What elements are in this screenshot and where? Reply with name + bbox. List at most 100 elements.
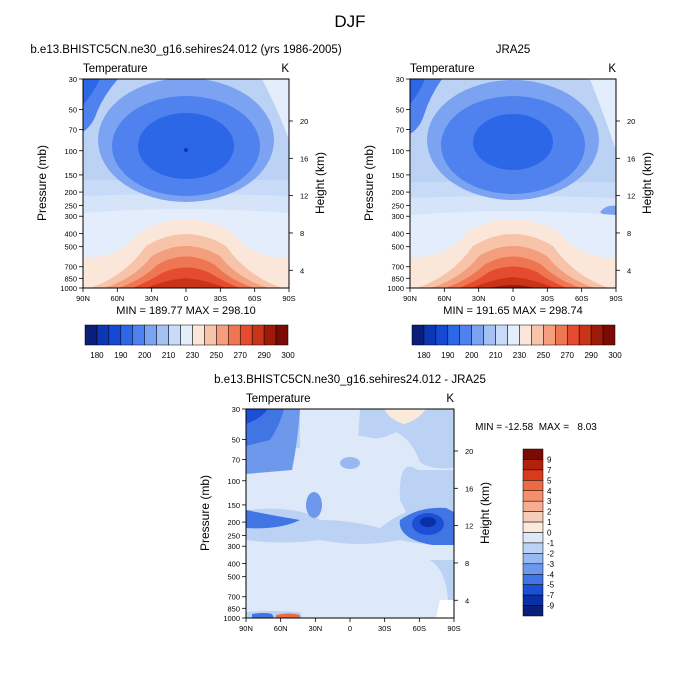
colorbar-box [555, 324, 568, 346]
x-axis: 90N 60N 30N 0 30S 60S 90S [76, 288, 296, 303]
y-tick-label: 850 [391, 274, 404, 283]
colorbar-label: 200 [138, 351, 152, 360]
y-right-tick-label: 12 [465, 522, 473, 531]
colorbar-box [590, 324, 604, 346]
y-tick-label: 100 [227, 477, 240, 486]
contour-band [138, 113, 234, 179]
x-axis: 90N 60N 30N 0 30S 60S 90S [403, 288, 623, 303]
colorbar-box [566, 324, 580, 346]
colorbar-label: 270 [561, 351, 575, 360]
y-tick-label: 1000 [60, 284, 77, 293]
y-tick-label: 250 [391, 201, 404, 210]
colorbar-label: 250 [537, 351, 551, 360]
colorbar-label: 5 [547, 476, 552, 485]
colorbar-label: 180 [417, 351, 431, 360]
colorbar-box [120, 324, 134, 346]
y-right-tick-label: 20 [627, 117, 635, 126]
minmax-text: MIN = 191.65 MAX = 298.74 [443, 305, 582, 317]
colorbar-label: -7 [547, 591, 555, 600]
colorbar-box [84, 324, 98, 346]
minmax-text: MIN = -12.58 MAX = 8.03 [475, 422, 597, 433]
colorbar-label: 300 [281, 351, 295, 360]
y-right-tick-label: 8 [300, 229, 304, 238]
y-right-tick-label: 20 [465, 447, 473, 456]
colorbar-box [507, 324, 520, 346]
colorbar-box [263, 324, 277, 346]
y-tick-label: 1000 [387, 284, 404, 293]
panel-model: b.e13.BHISTC5CN.ne30_g16.sehires24.012 (… [30, 44, 341, 360]
x-tick-label: 30N [308, 624, 322, 633]
colorbar-box [144, 324, 157, 346]
colorbar-label: 210 [162, 351, 176, 360]
contour-field [83, 79, 289, 288]
colorbar-box [108, 324, 122, 346]
y-axis-right-label: Height (km) [640, 152, 654, 214]
y-tick-label: 300 [391, 212, 404, 221]
y-tick-label: 700 [227, 593, 240, 602]
colorbar-label: -3 [547, 560, 555, 569]
contour-band [262, 79, 289, 140]
panel-subtitle-left: Temperature [246, 393, 311, 405]
colorbar-label: 210 [489, 351, 503, 360]
colorbar-box [447, 324, 461, 346]
colorbar-box [522, 521, 544, 533]
x-tick-label: 0 [184, 294, 188, 303]
y-axis-right: 20 16 12 8 4 [289, 117, 308, 275]
colorbar-box [471, 324, 484, 346]
contour-band [246, 409, 268, 424]
y-tick-label: 700 [391, 263, 404, 272]
colorbar: 9 75 43 21 0-1-2 -3-4 -5-7 -9 [522, 448, 555, 617]
colorbar-box [132, 324, 145, 346]
panel-reanalysis: JRA25 Temperature K 30507010015020025030… [362, 44, 654, 360]
contour-band [246, 510, 300, 529]
x-tick-label: 60N [274, 624, 288, 633]
colorbar-box [435, 324, 449, 346]
colorbar-box [228, 324, 241, 346]
y-tick-label: 250 [227, 531, 240, 540]
y-tick-label: 200 [391, 188, 404, 197]
x-tick-label: 90S [447, 624, 460, 633]
y-tick-label: 150 [64, 171, 77, 180]
contour-band [420, 517, 436, 527]
y-tick-label: 50 [232, 435, 240, 444]
colorbar-box [522, 594, 544, 606]
y-tick-label: 500 [391, 243, 404, 252]
colorbar-box [156, 324, 169, 346]
contour-band [306, 492, 322, 518]
x-tick-label: 30N [145, 294, 159, 303]
y-tick-label: 500 [64, 243, 77, 252]
y-tick-label: 50 [396, 105, 404, 114]
colorbar-label: 270 [234, 351, 248, 360]
y-tick-label: 150 [391, 171, 404, 180]
colorbar-box [275, 324, 289, 346]
colorbar-box [522, 500, 544, 512]
y-tick-label: 150 [227, 501, 240, 510]
contour-band [436, 600, 454, 618]
colorbar-label: 200 [465, 351, 479, 360]
colorbar-label: 290 [257, 351, 271, 360]
y-tick-label: 400 [391, 229, 404, 238]
y-tick-label: 850 [227, 604, 240, 613]
y-right-tick-label: 12 [627, 192, 635, 201]
y-tick-label: 70 [232, 456, 240, 465]
colorbar-label: -9 [547, 602, 555, 611]
colorbar-box [168, 324, 181, 346]
y-axis-right-label: Height (km) [478, 482, 492, 544]
contour-band [473, 114, 553, 170]
contour-band [300, 409, 360, 452]
colorbar-label: 7 [547, 466, 552, 475]
colorbar-box [522, 448, 544, 460]
y-tick-label: 500 [227, 573, 240, 582]
y-tick-label: 30 [232, 405, 240, 414]
y-axis-label: Pressure (mb) [35, 145, 49, 221]
contour-band [276, 613, 300, 618]
colorbar-label: 290 [584, 351, 598, 360]
contour-band [340, 457, 360, 469]
colorbar-label: 9 [547, 455, 552, 464]
y-right-tick-label: 8 [465, 559, 469, 568]
x-tick-label: 0 [348, 624, 352, 633]
contour-band [430, 560, 454, 600]
colorbar-label: -2 [547, 549, 555, 558]
y-right-tick-label: 16 [627, 154, 635, 163]
